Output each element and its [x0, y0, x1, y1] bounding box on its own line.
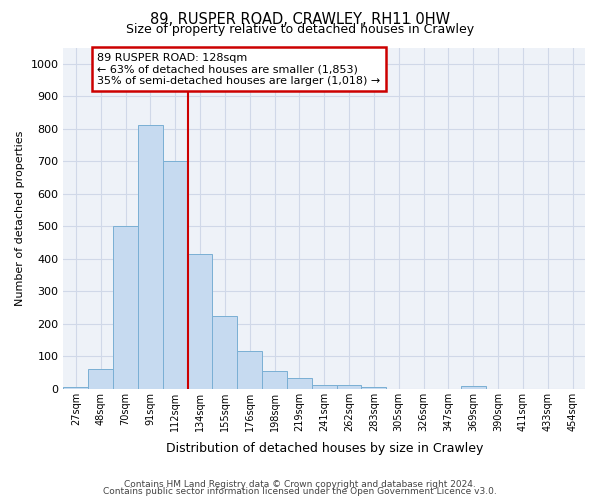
Text: 89 RUSPER ROAD: 128sqm
← 63% of detached houses are smaller (1,853)
35% of semi-: 89 RUSPER ROAD: 128sqm ← 63% of detached…: [97, 52, 380, 86]
Bar: [237, 352, 262, 389]
Bar: [262, 371, 287, 388]
Bar: [163, 161, 188, 388]
Bar: [312, 384, 337, 388]
Bar: [212, 316, 237, 388]
Bar: [461, 386, 485, 388]
Bar: [113, 226, 138, 388]
Bar: [337, 386, 361, 388]
Bar: [188, 254, 212, 388]
Bar: [64, 387, 88, 388]
Bar: [138, 126, 163, 388]
Bar: [287, 378, 312, 388]
Text: 89, RUSPER ROAD, CRAWLEY, RH11 0HW: 89, RUSPER ROAD, CRAWLEY, RH11 0HW: [150, 12, 450, 28]
Y-axis label: Number of detached properties: Number of detached properties: [15, 130, 25, 306]
Bar: [88, 369, 113, 388]
Text: Contains public sector information licensed under the Open Government Licence v3: Contains public sector information licen…: [103, 487, 497, 496]
Text: Size of property relative to detached houses in Crawley: Size of property relative to detached ho…: [126, 22, 474, 36]
X-axis label: Distribution of detached houses by size in Crawley: Distribution of detached houses by size …: [166, 442, 483, 455]
Text: Contains HM Land Registry data © Crown copyright and database right 2024.: Contains HM Land Registry data © Crown c…: [124, 480, 476, 489]
Bar: [361, 387, 386, 388]
